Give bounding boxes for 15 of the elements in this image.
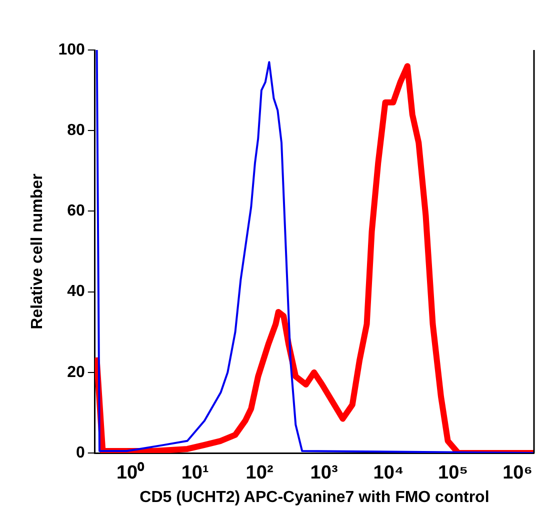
x-axis-title: CD5 (UCHT2) APC-Cyanine7 with FMO control [140,488,490,506]
x-tick-label: 10³ [310,462,338,484]
x-tick-label: 10⁰ [116,462,145,484]
y-tick-label: 80 [67,122,85,140]
y-tick-label: 0 [76,444,85,462]
x-tick-label: 10⁵ [438,462,468,484]
x-tick-label: 10⁴ [373,462,404,484]
y-tick-label: 60 [67,202,85,220]
x-tick-label: 10² [246,462,274,484]
y-axis-title: Relative cell number [29,174,46,330]
y-tick-label: 100 [58,41,85,58]
x-tick-label: 10⁶ [502,462,532,484]
y-tick-label: 20 [67,364,85,381]
x-tick-label: 10¹ [181,462,209,484]
y-tick-label: 40 [67,283,85,300]
